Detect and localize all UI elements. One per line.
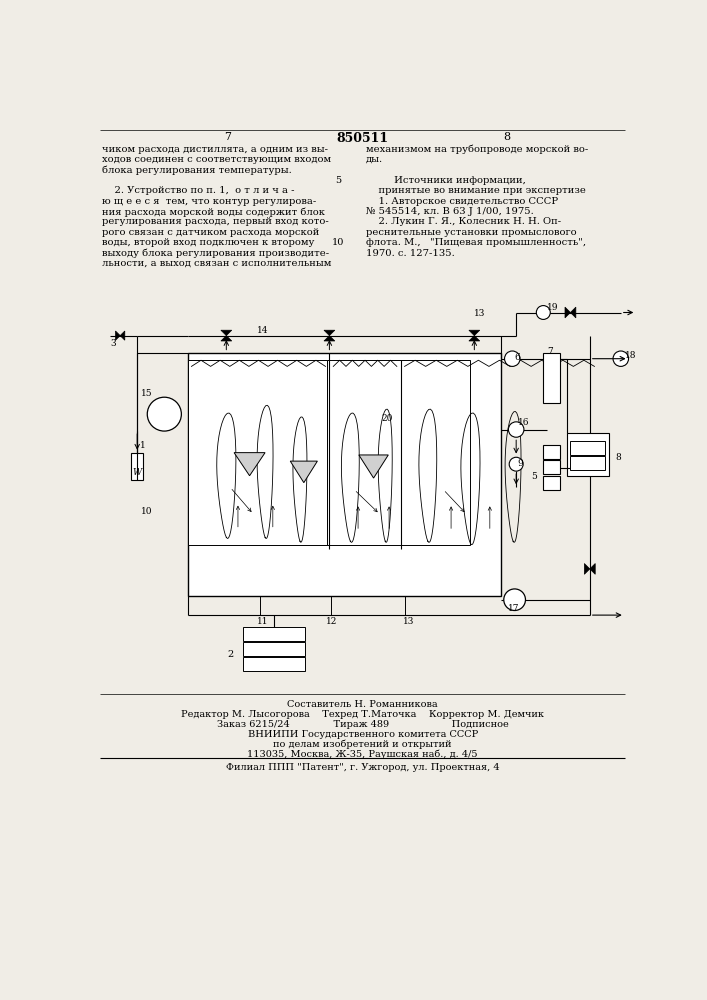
Text: 9: 9	[518, 459, 523, 468]
Text: льности, а выход связан с исполнительным: льности, а выход связан с исполнительным	[103, 259, 332, 268]
Text: 12: 12	[325, 617, 337, 626]
Text: Составитель Н. Романникова: Составитель Н. Романникова	[288, 700, 438, 709]
Text: 17: 17	[508, 604, 520, 613]
Text: 850511: 850511	[337, 132, 389, 145]
Text: 10: 10	[141, 507, 153, 516]
Text: по делам изобретений и открытий: по делам изобретений и открытий	[274, 740, 452, 749]
Text: чиком расхода дистиллята, а одним из вы-: чиком расхода дистиллята, а одним из вы-	[103, 145, 328, 154]
Text: ды.: ды.	[366, 155, 383, 164]
Bar	[131, 453, 144, 480]
Text: регулирования расхода, первый вход кото-: регулирования расхода, первый вход кото-	[103, 217, 329, 226]
Text: 18: 18	[625, 351, 636, 360]
Polygon shape	[221, 330, 232, 336]
Text: ходов соединен с соответствующим входом: ходов соединен с соответствующим входом	[103, 155, 332, 164]
Text: выходу блока регулирования производите-: выходу блока регулирования производите-	[103, 249, 329, 258]
Text: № 545514, кл. В 63 J 1/00, 1975.: № 545514, кл. В 63 J 1/00, 1975.	[366, 207, 534, 216]
Text: 13: 13	[403, 617, 414, 626]
Polygon shape	[565, 307, 571, 318]
Bar	[543, 476, 561, 490]
Text: 16: 16	[518, 418, 530, 427]
Circle shape	[613, 351, 629, 366]
Bar	[543, 460, 561, 474]
Circle shape	[509, 457, 523, 471]
Text: механизмом на трубопроводе морской во-: механизмом на трубопроводе морской во-	[366, 145, 588, 154]
Text: 5: 5	[532, 472, 537, 481]
Bar	[187, 360, 327, 545]
Text: 11: 11	[257, 617, 269, 626]
Bar	[243, 627, 305, 641]
Polygon shape	[359, 455, 388, 478]
Bar	[543, 445, 561, 459]
Text: ю щ е е с я  тем, что контур регулирова-: ю щ е е с я тем, что контур регулирова-	[103, 197, 317, 206]
Circle shape	[508, 422, 524, 437]
Text: 13: 13	[474, 309, 486, 318]
Bar	[327, 360, 470, 545]
Text: ВНИИПИ Государственного комитета СССР: ВНИИПИ Государственного комитета СССР	[247, 730, 478, 739]
Text: 15: 15	[141, 389, 153, 398]
Text: 2: 2	[228, 650, 234, 659]
Text: 1: 1	[139, 441, 145, 450]
Text: 2. Устройство по п. 1,  о т л и ч а -: 2. Устройство по п. 1, о т л и ч а -	[103, 186, 295, 195]
Text: 7: 7	[547, 347, 553, 356]
Text: реснительные установки промыслового: реснительные установки промыслового	[366, 228, 576, 237]
Circle shape	[537, 306, 550, 319]
Text: 10: 10	[332, 238, 344, 247]
Bar	[187, 353, 501, 596]
Text: флота. М.,   "Пищевая промышленность",: флота. М., "Пищевая промышленность",	[366, 238, 586, 247]
Bar	[571, 456, 605, 470]
Polygon shape	[115, 331, 120, 340]
Text: 8: 8	[503, 132, 510, 142]
Text: 20: 20	[381, 414, 392, 423]
Polygon shape	[571, 307, 575, 318]
Text: рого связан с датчиком расхода морской: рого связан с датчиком расхода морской	[103, 228, 320, 237]
Circle shape	[505, 351, 520, 366]
Text: ния расхода морской воды содержит блок: ния расхода морской воды содержит блок	[103, 207, 325, 217]
Bar	[243, 657, 305, 671]
Polygon shape	[469, 330, 480, 336]
Text: 3: 3	[110, 339, 116, 348]
Polygon shape	[590, 564, 595, 574]
Text: Редактор М. Лысогорова    Техред Т.Маточка    Корректор М. Демчик: Редактор М. Лысогорова Техред Т.Маточка …	[181, 710, 544, 719]
Polygon shape	[120, 331, 125, 340]
Bar	[571, 441, 605, 455]
Text: W: W	[133, 468, 142, 477]
Bar	[566, 433, 609, 476]
Text: Источники информации,: Источники информации,	[366, 176, 526, 185]
Bar	[543, 353, 561, 403]
Text: 19: 19	[547, 303, 559, 312]
Polygon shape	[585, 564, 590, 574]
Circle shape	[504, 589, 525, 610]
Text: 8: 8	[615, 453, 621, 462]
Text: Заказ 6215/24              Тираж 489                    Подписное: Заказ 6215/24 Тираж 489 Подписное	[217, 720, 508, 729]
Text: 6: 6	[515, 353, 520, 362]
Text: воды, второй вход подключен к второму: воды, второй вход подключен к второму	[103, 238, 315, 247]
Text: 1. Авторское свидетельство СССР: 1. Авторское свидетельство СССР	[366, 197, 558, 206]
Bar	[243, 642, 305, 656]
Polygon shape	[324, 336, 335, 341]
Text: 1970. с. 127-135.: 1970. с. 127-135.	[366, 249, 455, 258]
Text: Филиал ППП "Патент", г. Ужгород, ул. Проектная, 4: Филиал ППП "Патент", г. Ужгород, ул. Про…	[226, 763, 500, 772]
Text: блока регулирования температуры.: блока регулирования температуры.	[103, 165, 292, 175]
Text: принятые во внимание при экспертизе: принятые во внимание при экспертизе	[366, 186, 585, 195]
Polygon shape	[291, 461, 317, 483]
Text: 5: 5	[335, 176, 341, 185]
Circle shape	[147, 397, 182, 431]
Polygon shape	[469, 336, 480, 341]
Polygon shape	[324, 330, 335, 336]
Polygon shape	[221, 336, 232, 341]
Text: 113035, Москва, Ж-35, Раушская наб., д. 4/5: 113035, Москва, Ж-35, Раушская наб., д. …	[247, 750, 478, 759]
Polygon shape	[234, 453, 265, 476]
Text: 14: 14	[257, 326, 269, 335]
Text: 2. Лукин Г. Я., Колесник Н. Н. Оп-: 2. Лукин Г. Я., Колесник Н. Н. Оп-	[366, 217, 561, 226]
Text: 7: 7	[224, 132, 231, 142]
